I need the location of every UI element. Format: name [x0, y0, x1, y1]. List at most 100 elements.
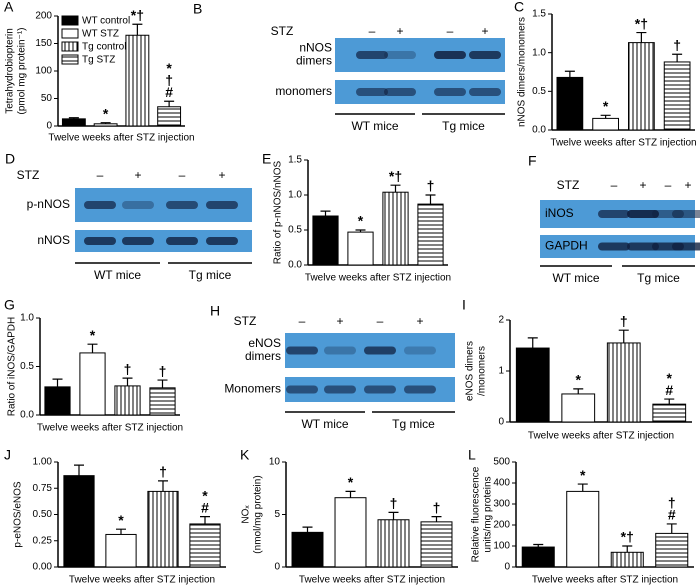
row-label: nNOS	[37, 233, 70, 247]
row-label: nNOS	[299, 41, 332, 55]
bar	[628, 42, 655, 131]
row-label: monomers	[275, 84, 332, 98]
y-tick-label: 0.25	[33, 535, 53, 546]
bar	[79, 352, 106, 416]
significance-mark: †	[433, 499, 441, 515]
row-label: dimers	[296, 54, 332, 68]
error-bar	[87, 343, 98, 353]
bar	[125, 34, 150, 127]
group-label: Tg mice	[637, 271, 680, 285]
group-label: WT mice	[552, 271, 599, 285]
panel-letter: G	[4, 297, 15, 313]
treatment-label: STZ	[271, 24, 294, 38]
blot-band	[384, 51, 416, 59]
y-tick-label: 0.0	[20, 410, 34, 421]
blot-band	[356, 51, 388, 59]
error-bar	[345, 490, 356, 498]
bar	[189, 523, 221, 568]
treatment-sign: –	[369, 24, 376, 38]
bar	[114, 385, 141, 416]
group-label: Tg mice	[392, 417, 435, 431]
bar	[663, 61, 691, 131]
significance-mark: †	[620, 313, 628, 329]
bar	[556, 76, 584, 131]
y-tick-label: 0.0	[288, 260, 302, 271]
error-bar	[157, 379, 168, 388]
treatment-sign: +	[134, 168, 141, 182]
panel-letter: K	[240, 447, 250, 463]
y-axis-label: (pmol mg protein⁻¹)	[17, 28, 28, 115]
error-bar	[390, 184, 401, 193]
y-axis-label: (nmol/mg protein)	[253, 475, 264, 553]
significance-mark: *†	[621, 529, 634, 545]
error-bar	[573, 388, 584, 394]
significance-mark: *	[576, 372, 582, 388]
significance-mark: †	[165, 72, 173, 88]
bar	[93, 123, 118, 127]
blot-band	[84, 201, 116, 209]
y-axis-label: Relative fluorescence	[471, 466, 482, 562]
panel-letter: L	[468, 447, 476, 463]
row-label: eNOS	[248, 336, 281, 350]
significance-mark: *†	[131, 7, 144, 23]
y-tick-label: 400	[493, 478, 510, 489]
bar	[147, 490, 179, 568]
group-label: WT mice	[351, 119, 398, 133]
y-tick-label: 1.0	[20, 313, 34, 324]
panel-letter: C	[514, 0, 524, 15]
group-label: WT mice	[94, 268, 141, 282]
legend-swatch	[61, 41, 79, 52]
blot-band	[627, 210, 659, 218]
error-bar	[564, 70, 575, 78]
y-tick-label: 0.75	[33, 483, 53, 494]
x-axis-label: Twelve weeks after STZ injection	[299, 575, 445, 586]
blot-band	[324, 385, 356, 394]
y-axis-label: Ratio of iNOS/GAPDH	[7, 317, 18, 416]
treatment-sign: –	[377, 314, 384, 328]
y-tick-label: 1	[498, 366, 504, 377]
treatment-sign: –	[97, 168, 104, 182]
significance-mark: *	[667, 370, 673, 386]
panel-letter: B	[193, 1, 202, 17]
y-tick-label: 0.00	[33, 562, 53, 573]
x-axis-label: Twelve weeks after STZ injection	[48, 133, 194, 144]
blot-band	[166, 201, 198, 209]
bar	[105, 533, 137, 568]
bar	[420, 521, 453, 568]
significance-mark: #	[668, 507, 676, 523]
y-tick-label: 0.5	[20, 361, 34, 372]
blot-band	[286, 346, 318, 355]
treatment-sign: –	[447, 24, 454, 38]
legend-label: Tg control	[82, 42, 126, 53]
blot-band	[469, 88, 501, 96]
error-bar	[618, 329, 629, 343]
y-axis-label: /monomers	[477, 346, 488, 396]
error-bar	[431, 516, 442, 522]
y-axis-label: nNOS dimers/monomers	[517, 17, 528, 127]
y-tick-label: 0.5	[288, 225, 302, 236]
bar	[606, 342, 641, 423]
bar	[561, 393, 596, 423]
significance-mark: †	[159, 363, 167, 379]
blot-strip	[75, 230, 252, 252]
bar	[610, 551, 644, 568]
y-tick-label: 50	[41, 93, 53, 104]
bar	[157, 106, 182, 127]
legend-swatch	[61, 15, 79, 26]
error-bar	[116, 528, 126, 535]
y-tick-label: 10	[269, 457, 281, 468]
y-tick-label: 150	[35, 38, 52, 49]
y-tick-label: 2	[498, 315, 504, 326]
group-label: Tg mice	[189, 268, 232, 282]
y-axis-label: Ratio of p-nNOS/nNOS	[273, 160, 284, 264]
y-tick-label: 5	[274, 509, 280, 520]
blot-band	[364, 385, 396, 394]
treatment-sign: +	[218, 168, 225, 182]
blot-band	[404, 385, 436, 394]
treatment-sign: –	[611, 178, 618, 192]
panel-letter: H	[210, 303, 220, 319]
y-axis-label: NOₓ	[241, 505, 252, 524]
blot-band	[672, 242, 700, 251]
x-axis-label: Twelve weeks after STZ injection	[305, 273, 451, 284]
